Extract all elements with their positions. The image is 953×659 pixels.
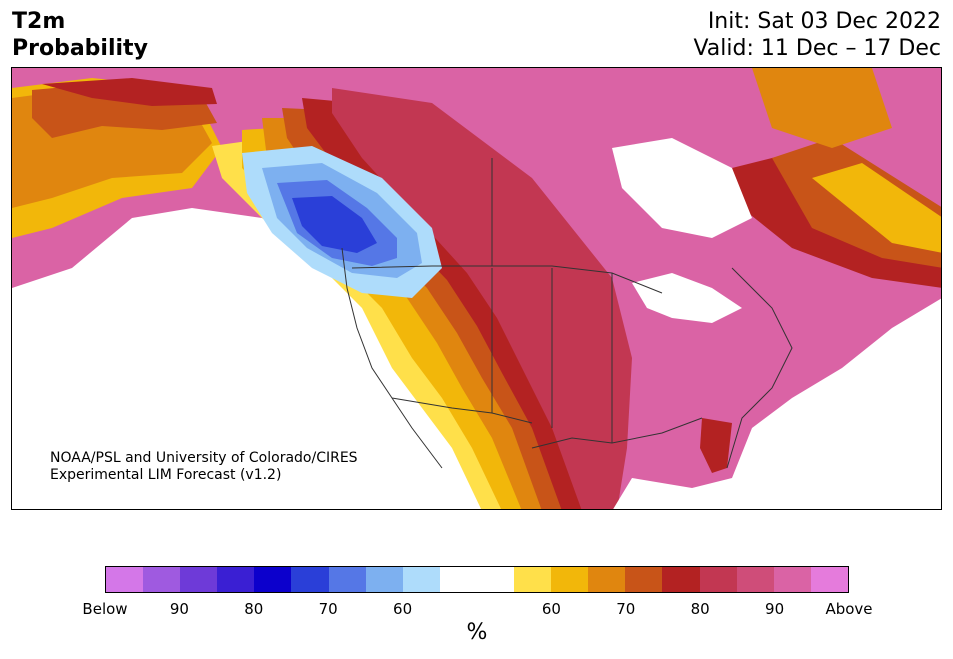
west-coast xyxy=(341,247,443,469)
greenland-warm xyxy=(752,68,892,148)
colorbar-tick-label: Below xyxy=(82,600,128,618)
colorbar-segment xyxy=(291,567,329,592)
us-canada-border xyxy=(351,265,663,294)
colorbar-segment xyxy=(106,567,144,592)
colorbar-segment xyxy=(476,567,515,592)
colorbar-segment xyxy=(217,567,255,592)
hudson-bay xyxy=(612,138,752,238)
east-coast xyxy=(726,267,793,469)
attribution: NOAA/PSL and University of Colorado/CIRE… xyxy=(50,450,358,484)
map-title: T2m Probability xyxy=(12,8,148,62)
colorbar-tick-label: 60 xyxy=(541,600,561,618)
colorbar-segment xyxy=(514,567,552,592)
title-line-1: T2m xyxy=(12,9,66,34)
valid-date-label: Valid: 11 Dec – 17 Dec xyxy=(693,36,941,61)
colorbar xyxy=(105,566,849,593)
map-canvas xyxy=(12,68,941,509)
colorbar-segment xyxy=(254,567,292,592)
colorbar-segment xyxy=(588,567,626,592)
colorbar-segment xyxy=(328,567,366,592)
colorbar-segment xyxy=(180,567,218,592)
colorbar-segment xyxy=(699,567,737,592)
colorbar-segment xyxy=(365,567,403,592)
colorbar-unit: % xyxy=(466,620,488,645)
alaska-warm-band-4 xyxy=(42,78,217,106)
florida-hotspot xyxy=(700,418,732,473)
warm-stripe-80 xyxy=(332,88,632,509)
colorbar-tick-label: 90 xyxy=(169,600,189,618)
colorbar-segment xyxy=(551,567,589,592)
cold-anomaly-70 xyxy=(292,196,377,253)
colorbar-segment xyxy=(736,567,774,592)
us-mexico-border xyxy=(391,397,533,424)
colorbar-segment xyxy=(402,567,440,592)
colorbar-tick-label: 80 xyxy=(690,600,710,618)
colorbar-segment xyxy=(773,567,811,592)
forecast-dates: Init: Sat 03 Dec 2022 Valid: 11 Dec – 17… xyxy=(693,8,941,62)
colorbar-tick-label: 70 xyxy=(318,600,338,618)
attribution-line-2: Experimental LIM Forecast (v1.2) xyxy=(50,467,282,483)
init-date-label: Init: Sat 03 Dec 2022 xyxy=(707,9,941,34)
colorbar-segment xyxy=(439,567,477,592)
colorbar-tick-label: 70 xyxy=(616,600,636,618)
title-line-2: Probability xyxy=(12,36,148,61)
atlantic-ocean xyxy=(613,298,941,509)
great-lakes xyxy=(632,273,742,323)
colorbar-segment xyxy=(625,567,663,592)
pacific-ocean xyxy=(12,68,531,509)
attribution-line-1: NOAA/PSL and University of Colorado/CIRE… xyxy=(50,450,358,466)
colorbar-tick-label: Above xyxy=(825,600,873,618)
colorbar-segment xyxy=(810,567,848,592)
colorbar-segment xyxy=(143,567,181,592)
labrador-warm-3 xyxy=(812,163,941,253)
colorbar-tick-label: 80 xyxy=(244,600,264,618)
colorbar-tick-label: 60 xyxy=(393,600,413,618)
probability-map: NOAA/PSL and University of Colorado/CIRE… xyxy=(11,67,942,510)
colorbar-tick-label: 90 xyxy=(765,600,785,618)
political-borders xyxy=(341,158,793,469)
colorbar-segment xyxy=(662,567,700,592)
